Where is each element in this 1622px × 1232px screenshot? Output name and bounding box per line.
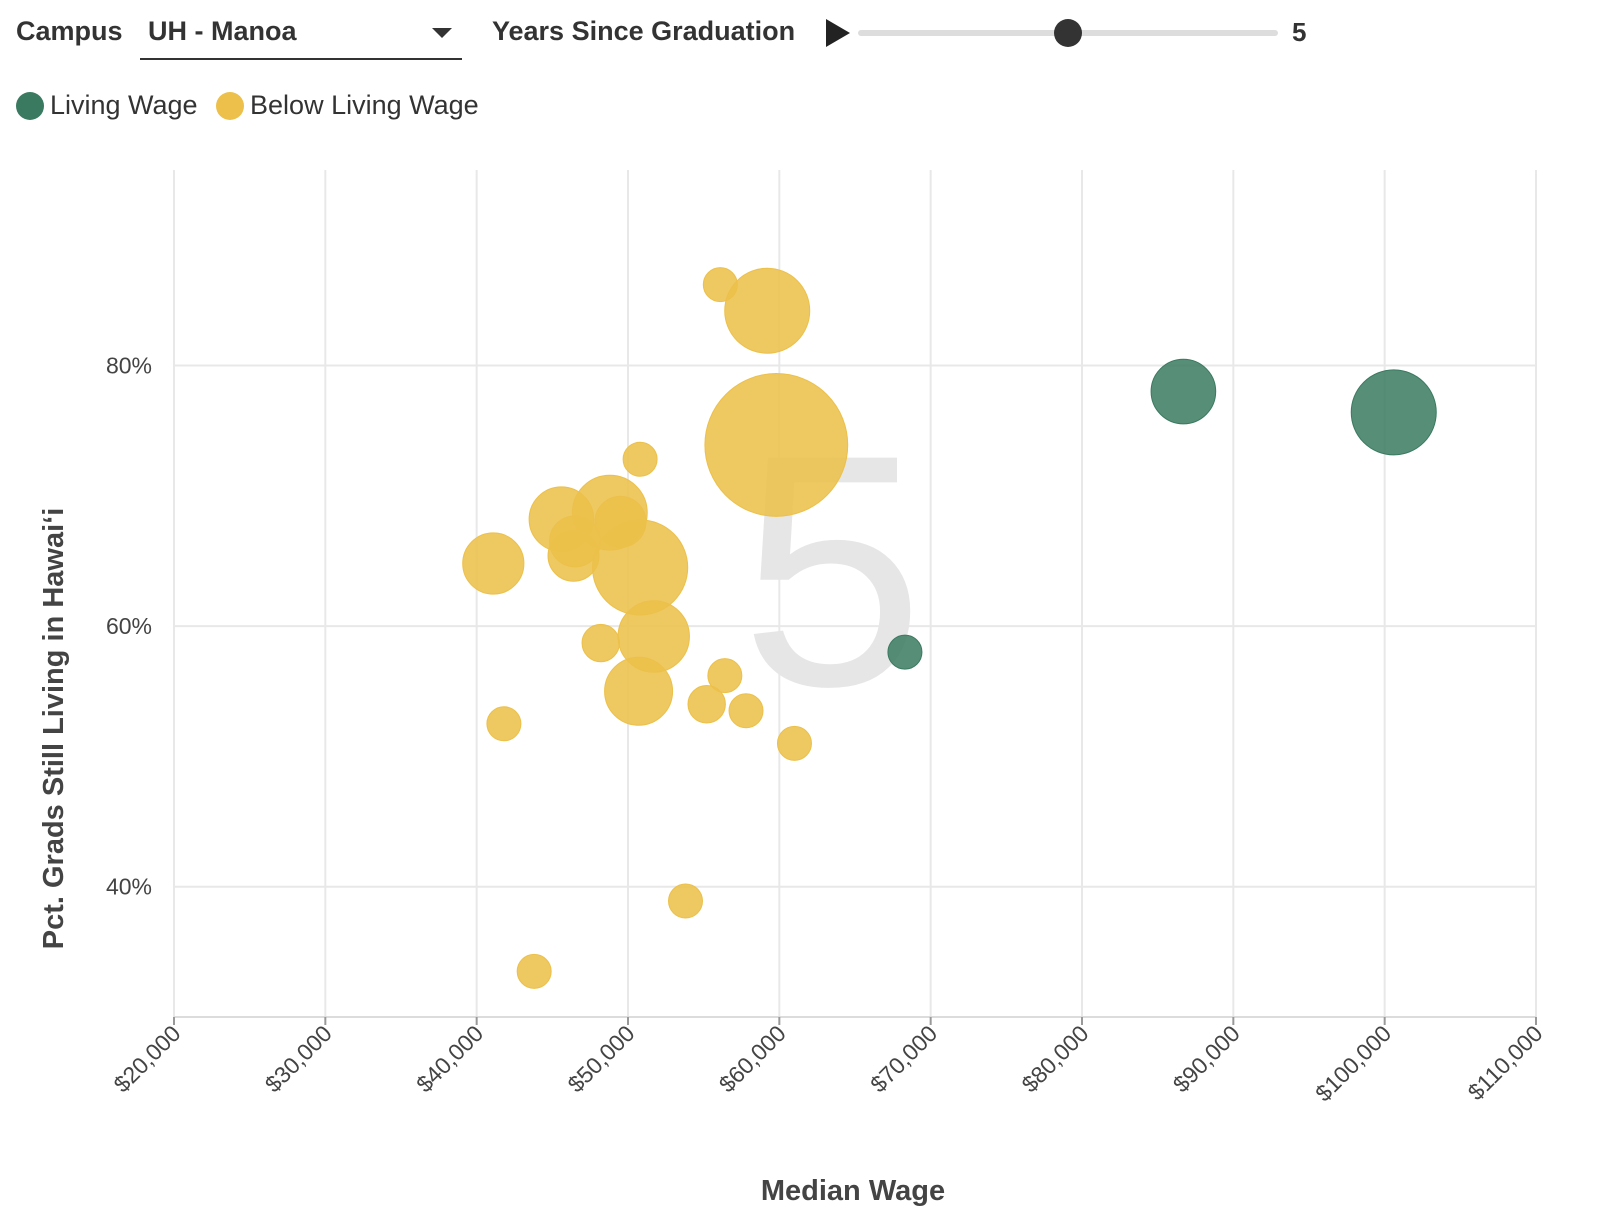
y-tick-label: 60% [106, 613, 152, 639]
x-tick-label: $100,000 [1310, 1020, 1396, 1106]
bubble-below-living-wage[interactable] [486, 706, 522, 742]
x-tick-label: $40,000 [411, 1020, 488, 1097]
campus-label: Campus [16, 16, 123, 46]
bubble-below-living-wage[interactable] [462, 532, 525, 595]
x-tick-label: $60,000 [714, 1020, 791, 1097]
x-tick-label: $70,000 [865, 1020, 942, 1097]
bubble-below-living-wage[interactable] [728, 693, 764, 729]
bubble-below-living-wage[interactable] [622, 441, 658, 477]
slider-thumb[interactable] [1054, 19, 1082, 47]
x-tick-label: $30,000 [260, 1020, 337, 1097]
play-icon[interactable] [826, 19, 850, 47]
legend-label-below-living-wage: Below Living Wage [250, 90, 479, 120]
bubbles [462, 267, 1437, 989]
bubble-below-living-wage[interactable] [516, 953, 552, 989]
years-slider[interactable] [858, 16, 1278, 50]
bubble-below-living-wage[interactable] [776, 725, 812, 761]
controls-bar: Campus UH - Manoa Years Since Graduation… [0, 0, 1622, 70]
x-axis-ticks: $20,000 $30,000 $40,000 $50,000 $60,000 $70,0… [108, 1017, 1548, 1106]
y-axis-title: Pct. Grads Still Living in Hawaiʻi [38, 508, 70, 950]
bubble-living-wage[interactable] [887, 634, 923, 670]
bubble-living-wage[interactable] [1350, 369, 1437, 456]
years-since-graduation-label: Years Since Graduation [492, 16, 796, 46]
bubble-below-living-wage[interactable] [592, 519, 689, 616]
legend-label-living-wage: Living Wage [50, 90, 198, 120]
x-tick-label: $90,000 [1168, 1020, 1245, 1097]
bubble-below-living-wage[interactable] [604, 656, 674, 726]
bubble-below-living-wage[interactable] [724, 267, 811, 354]
campus-dropdown-value: UH - Manoa [148, 16, 297, 46]
y-axis-ticks: 40% 60% 80% [106, 352, 152, 899]
bubble-below-living-wage[interactable] [547, 529, 600, 582]
campus-dropdown[interactable]: UH - Manoa [140, 10, 462, 60]
legend-item-living-wage[interactable]: Living Wage [16, 90, 198, 121]
x-tick-label: $50,000 [562, 1020, 639, 1097]
y-tick-label: 80% [106, 352, 152, 378]
below-living-wage-swatch [216, 91, 245, 120]
x-tick-label: $110,000 [1463, 1020, 1548, 1105]
living-wage-swatch [16, 91, 44, 120]
y-tick-label: 40% [106, 874, 152, 900]
x-tick-label: $20,000 [108, 1020, 185, 1097]
years-value: 5 [1292, 17, 1307, 47]
x-tick-label: $80,000 [1016, 1020, 1093, 1097]
bubble-below-living-wage[interactable] [704, 373, 849, 517]
bubble-below-living-wage[interactable] [687, 685, 726, 724]
bubble-below-living-wage[interactable] [707, 658, 743, 694]
legend: Living Wage Below Living Wage [16, 90, 493, 130]
bubble-living-wage[interactable] [1150, 358, 1217, 425]
x-axis-title: Median Wage [761, 1175, 945, 1207]
legend-item-below-living-wage[interactable]: Below Living Wage [216, 90, 479, 121]
bubble-below-living-wage[interactable] [581, 623, 620, 663]
bubble-below-living-wage[interactable] [668, 883, 704, 919]
bubble-chart: 5 $20,000 $30,000 $40,000 $50,000 $60,000 $70… [38, 170, 1548, 1207]
chevron-down-icon[interactable] [432, 28, 452, 38]
